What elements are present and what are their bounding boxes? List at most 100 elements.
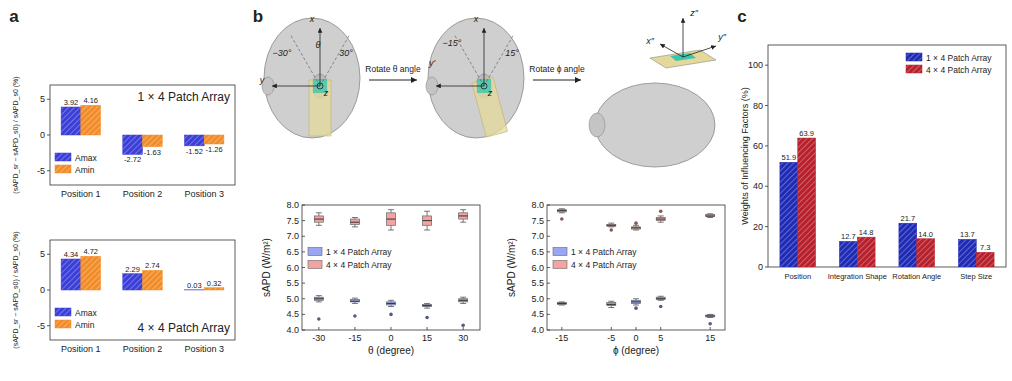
axis-line bbox=[484, 28, 485, 86]
x-tick-label: Integration Shape bbox=[828, 272, 887, 281]
data-label: -1.52 bbox=[186, 147, 203, 156]
axis-label: z″ bbox=[689, 8, 699, 18]
data-label: -2.72 bbox=[124, 155, 141, 164]
bars bbox=[780, 138, 994, 267]
y-tick-label: 6.5 bbox=[531, 247, 544, 257]
bar bbox=[899, 223, 917, 267]
whisker-cap-low bbox=[388, 230, 394, 231]
outlier bbox=[425, 316, 429, 320]
data-label: 4.72 bbox=[83, 247, 98, 256]
head bbox=[595, 83, 715, 167]
y-tick-label: 4.5 bbox=[531, 309, 544, 319]
bar bbox=[123, 274, 143, 290]
whisker-cap-high bbox=[388, 300, 394, 301]
x-tick-label: Position 1 bbox=[61, 189, 101, 199]
chart-title: 4 × 4 Patch Array bbox=[138, 321, 230, 335]
y-axis-label: (sAPD_sr − sAPD_s0) / sAPD_s0 (%) bbox=[12, 231, 20, 348]
y-tick bbox=[547, 314, 550, 315]
plot-frame bbox=[768, 45, 1006, 267]
y-tick bbox=[47, 254, 50, 255]
y-tick bbox=[765, 65, 768, 66]
y-tick-label: 4.0 bbox=[531, 325, 544, 335]
outlier bbox=[560, 217, 564, 221]
median bbox=[656, 298, 665, 299]
box bbox=[423, 304, 432, 306]
y-tick-label: 80 bbox=[753, 101, 763, 111]
bar bbox=[958, 239, 976, 267]
strip-group bbox=[309, 80, 331, 136]
y-tick bbox=[302, 298, 305, 299]
whisker-cap-low bbox=[707, 217, 713, 218]
y-tick bbox=[302, 236, 305, 237]
x-tick-label: -30 bbox=[312, 333, 325, 343]
outlier bbox=[317, 317, 321, 321]
x-tick-label: 30 bbox=[458, 333, 468, 343]
axis-label: x bbox=[309, 14, 315, 24]
box bbox=[656, 218, 665, 221]
data-label: 0.32 bbox=[207, 279, 222, 288]
x-tick-label: Position 3 bbox=[184, 344, 224, 354]
whisker-cap-low bbox=[460, 303, 466, 304]
legend-swatch bbox=[55, 153, 71, 161]
bar bbox=[184, 135, 204, 146]
legend-swatch bbox=[308, 248, 322, 256]
whisker-cap-low bbox=[559, 212, 565, 213]
data-label: 0.03 bbox=[187, 281, 202, 290]
y-tick bbox=[547, 298, 550, 299]
x-tick bbox=[427, 327, 428, 330]
median bbox=[607, 225, 616, 226]
boxes bbox=[314, 210, 467, 327]
whisker-cap-high bbox=[316, 212, 322, 213]
median bbox=[423, 220, 432, 221]
legend-label: 1 × 4 Patch Array bbox=[571, 247, 637, 257]
step-arrow bbox=[533, 80, 581, 81]
whisker-high bbox=[463, 210, 464, 213]
y-tick-label: 5.5 bbox=[286, 278, 299, 288]
median bbox=[607, 304, 616, 305]
median bbox=[706, 315, 715, 316]
data-label: 4.16 bbox=[83, 96, 98, 105]
median bbox=[387, 219, 396, 220]
x-tick-label: 15 bbox=[422, 333, 432, 343]
axis-label: 15° bbox=[505, 48, 519, 58]
y-tick bbox=[302, 205, 305, 206]
axis-label: y′ bbox=[428, 58, 436, 68]
strip bbox=[309, 80, 331, 136]
y-tick-label: 7.5 bbox=[286, 216, 299, 226]
x-tick-label: -15 bbox=[348, 333, 361, 343]
median bbox=[557, 210, 566, 211]
x-tick-label: Position bbox=[784, 272, 811, 281]
whisker-cap-low bbox=[633, 305, 639, 306]
bar bbox=[204, 288, 224, 290]
median bbox=[557, 303, 566, 304]
whisker-cap-high bbox=[633, 298, 639, 299]
legend-label: Amax bbox=[75, 153, 97, 163]
legend-swatch bbox=[55, 308, 71, 316]
legend-label: 4 × 4 Patch Array bbox=[571, 260, 637, 270]
y-tick bbox=[47, 135, 50, 136]
x-tick-label: 0 bbox=[388, 333, 393, 343]
plot-frame bbox=[302, 205, 480, 330]
y-tick-label: 5 bbox=[40, 94, 45, 104]
bar bbox=[839, 241, 857, 267]
step-arrow bbox=[369, 80, 417, 81]
legend-label: Amin bbox=[75, 320, 95, 330]
legend-label: Amin bbox=[75, 165, 95, 175]
y-tick bbox=[765, 145, 768, 146]
box bbox=[350, 219, 359, 224]
y-tick bbox=[302, 267, 305, 268]
whisker-cap-high bbox=[424, 303, 430, 304]
whisker-cap-low bbox=[352, 303, 358, 304]
axis-line bbox=[660, 44, 683, 57]
axis-label: y″ bbox=[717, 32, 727, 42]
median bbox=[706, 215, 715, 216]
median bbox=[632, 227, 641, 228]
bar bbox=[857, 237, 875, 267]
whisker-low bbox=[318, 222, 319, 225]
whisker-cap-high bbox=[559, 208, 565, 209]
y-tick bbox=[302, 314, 305, 315]
data-label: -1.26 bbox=[205, 145, 222, 154]
whisker-cap-high bbox=[608, 223, 614, 224]
x-tick bbox=[660, 327, 661, 330]
panel-label: c bbox=[737, 7, 746, 26]
